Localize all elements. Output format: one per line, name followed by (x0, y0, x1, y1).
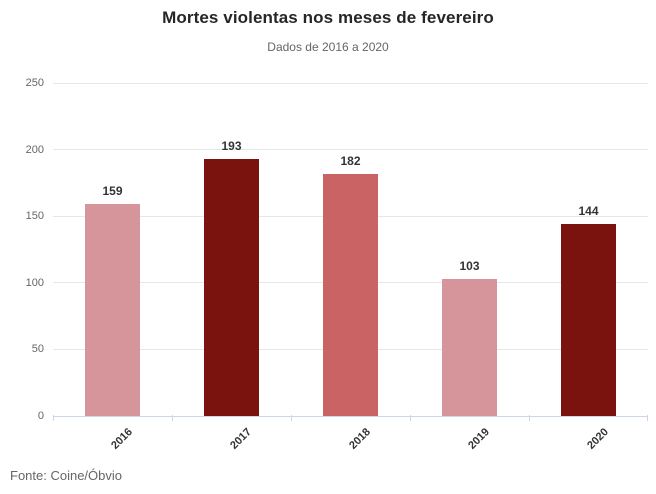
x-axis-label: 2020 (585, 426, 611, 452)
y-axis-tick-label: 200 (25, 143, 44, 156)
x-axis-labels: 2016 2017 2018 2019 2020 (53, 416, 648, 476)
x-axis-tick (647, 415, 648, 421)
bar-value-label: 182 (340, 153, 361, 168)
bar-2020[interactable] (561, 224, 616, 416)
y-axis-tick-label: 100 (25, 276, 44, 289)
x-axis-tick (410, 415, 411, 421)
x-axis-tick (53, 415, 54, 421)
y-axis-tick-label: 250 (25, 77, 44, 89)
gridline (53, 149, 648, 151)
y-axis-tick-label: 50 (31, 343, 44, 356)
y-axis-labels: 0 50 100 150 200 250 (0, 77, 44, 423)
chart-title: Mortes violentas nos meses de fevereiro (162, 8, 494, 27)
bar-2016[interactable] (85, 204, 140, 416)
y-axis-tick-label: 150 (25, 210, 44, 223)
bar-value-label: 103 (459, 258, 480, 273)
x-axis-tick (172, 415, 173, 421)
x-axis-tick (529, 415, 530, 421)
x-axis-label: 2017 (228, 426, 254, 452)
x-axis-label: 2016 (109, 426, 135, 452)
bar-2018[interactable] (323, 173, 378, 416)
x-axis-tick (291, 415, 292, 421)
bar-value-label: 159 (102, 184, 123, 199)
x-axis-line (53, 416, 648, 417)
source-note: Fonte: Coine/Óbvio (10, 468, 123, 483)
x-axis-label: 2018 (347, 426, 373, 452)
bar-2019[interactable] (442, 278, 497, 416)
bar-2017[interactable] (204, 158, 259, 416)
x-axis-label: 2019 (466, 426, 492, 452)
bar-value-label: 193 (221, 138, 242, 153)
gridline (53, 82, 648, 84)
chart-subtitle: Dados de 2016 a 2020 (267, 40, 389, 54)
y-axis-tick-label: 0 (37, 410, 44, 422)
plot-area: 159 193 182 103 144 (53, 82, 648, 421)
bar-value-label: 144 (578, 204, 599, 219)
